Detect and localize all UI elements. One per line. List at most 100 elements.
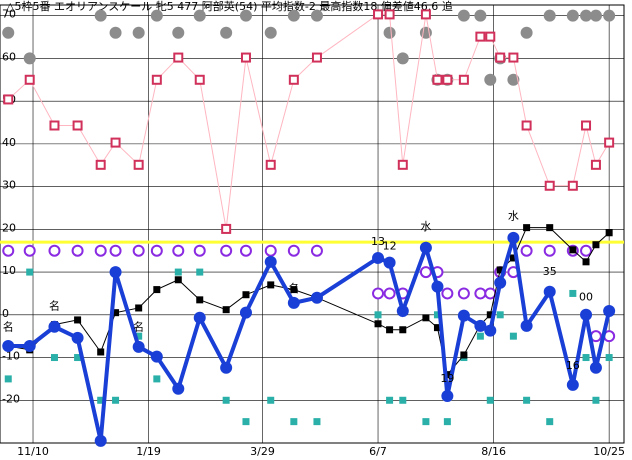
point [196,296,204,304]
point [474,319,487,332]
point [580,308,593,321]
point [569,289,577,297]
point [383,287,396,300]
point [486,396,494,404]
point [509,254,517,262]
point [590,159,601,170]
point [240,52,251,63]
point [23,244,36,257]
annotation: 名 [49,298,60,312]
point [397,159,408,170]
point [222,396,230,404]
point [396,52,409,65]
point [420,9,431,20]
annotation: 19 [440,372,454,385]
point [3,94,14,105]
point [220,244,233,257]
point [221,223,232,234]
x-tick-label: 11/10 [17,445,49,458]
point [313,418,321,426]
point [475,31,486,42]
annotation: 13 [371,235,385,248]
point [543,9,556,22]
point [543,285,556,298]
point [520,244,533,257]
point [132,26,145,39]
point [484,324,497,337]
point [48,320,61,333]
point [520,26,533,39]
point [580,244,593,257]
point [290,286,298,294]
point [174,276,182,284]
point [287,9,300,22]
point [94,9,107,22]
point [150,9,163,22]
point [172,26,185,39]
point [605,354,613,362]
point [2,339,15,352]
point [2,26,15,39]
point [496,266,504,274]
point [566,9,579,22]
plot-frame [0,4,625,444]
point [589,361,602,374]
y-tick-label: -10 [2,350,20,363]
point [442,74,453,85]
point [220,26,233,39]
point [71,331,84,344]
point [582,354,590,362]
point [494,276,507,289]
point [495,52,506,63]
point [474,287,487,300]
point [523,224,531,232]
point [290,418,298,426]
point [193,9,206,22]
point [582,258,590,266]
point [48,244,61,257]
x-tick-label: 10/25 [593,445,625,458]
x-tick-label: 1/19 [136,445,161,458]
point [193,244,206,257]
point [109,266,122,279]
annotation: 名 [133,320,144,334]
point [373,9,384,20]
point [605,229,613,237]
point [396,304,409,317]
point [460,351,468,359]
point [603,9,616,22]
point [133,159,144,170]
point [592,241,600,249]
point [569,246,577,254]
point [2,244,15,257]
point [239,9,252,22]
point [507,73,520,86]
point [507,231,520,244]
point [374,311,382,319]
point [386,396,394,404]
point [150,350,163,363]
series-line [8,237,612,442]
point [97,348,105,356]
point [94,434,107,447]
point [457,287,470,300]
point [242,418,250,426]
y-tick-label: 20 [2,221,16,234]
point [509,332,517,340]
point [150,244,163,257]
point [589,9,602,22]
x-tick-label: 8/16 [481,445,506,458]
point [419,241,432,254]
y-tick-label: 10 [2,264,16,277]
point [604,137,615,148]
point [310,244,323,257]
point [374,320,382,328]
point [581,120,592,131]
point [153,375,161,383]
point [422,314,430,322]
point [24,74,35,85]
point [135,332,143,340]
point [194,74,205,85]
point [50,354,58,362]
